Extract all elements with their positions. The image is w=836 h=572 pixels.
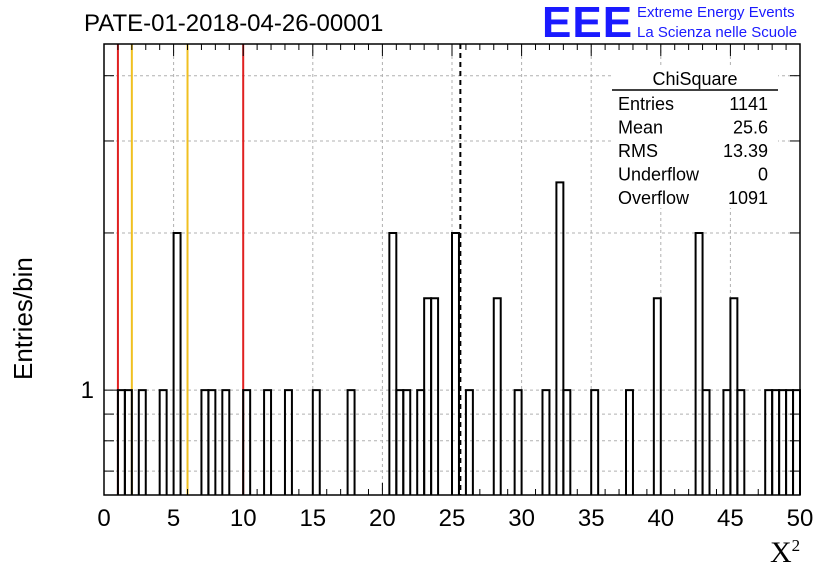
stats-row-label: Underflow [618,165,700,185]
histogram-bin [242,389,252,495]
x-tick-label: 0 [97,505,110,532]
histogram-layer [116,181,801,495]
histogram-bin [200,389,210,495]
x-tick-label: 35 [578,505,605,532]
histogram-bin [137,389,147,495]
x-axis-label-sup: 2 [791,536,801,555]
histogram-bin [311,389,321,495]
histogram-bin [652,297,662,495]
histogram-bin [701,389,711,495]
axes-layer: 0 5 10 15 20 25 30 35 40 45 50 1 [81,43,814,532]
eee-logo: EEE [542,0,634,47]
histogram-bin [792,389,801,495]
histogram-bin [430,297,440,495]
stats-row-value: 1091 [728,188,768,208]
histogram-bin [541,389,551,495]
histogram-bin [562,389,572,495]
histogram-bin [785,389,795,495]
histogram-bin [764,389,774,495]
stats-row-label: RMS [618,141,658,161]
x-tick-label: 15 [299,505,326,532]
histogram-bin [694,231,704,495]
x-tick-label: 30 [508,505,535,532]
histogram-bin [736,389,746,495]
x-tick-label: 10 [230,505,257,532]
x-tick-label: 50 [787,505,814,532]
histogram-bin [722,389,732,495]
stats-box-bg [612,68,778,208]
stats-row-label: Overflow [618,188,690,208]
chart-title: PATE-01-2018-04-26-00001 [84,10,384,37]
histogram-bin [423,297,433,495]
histogram-bin [388,231,398,495]
stats-row-value: 13.39 [723,141,768,161]
histogram-bin [555,181,565,495]
logo-line-1: Extreme Energy Events [637,4,795,21]
histogram-bin [464,389,474,495]
histogram-bin [402,389,412,495]
histogram-bin [492,297,502,495]
histogram-bin [513,389,523,495]
x-tick-label: 20 [369,505,396,532]
histogram-bin [729,297,739,495]
x-tick-label: 45 [717,505,744,532]
histogram-bin [590,389,600,495]
histogram-bin [346,389,356,495]
y-tick-label: 1 [81,377,94,404]
logo-line-2: La Scienza nelle Scuole [637,24,798,41]
histogram-bin [416,389,426,495]
x-tick-label: 40 [647,505,674,532]
histogram-bin [778,389,788,495]
x-tick-label: 25 [439,505,466,532]
reference-lines-layer [116,44,462,495]
histogram-bin [123,389,133,495]
histogram-bin [451,231,460,495]
x-axis-label: X2 [770,536,800,570]
x-tick-label: 5 [167,505,180,532]
histogram-bin [207,389,217,495]
stats-row-label: Entries [618,94,674,114]
histogram-bin [172,231,182,495]
histogram-bin [283,389,293,495]
x-axis-label-base: X [770,536,792,569]
histogram-bin [116,389,126,495]
histogram-bin [625,389,634,495]
stats-row-label: Mean [618,118,663,138]
stats-row-value: 25.6 [733,118,768,138]
stats-row-value: 1141 [729,94,768,114]
histogram-bin [263,389,273,495]
stats-row-value: 0 [758,165,768,185]
histogram-bin [158,389,168,495]
histogram-bin [221,389,231,495]
stats-box: ChiSquare Entries 1141 Mean 25.6 RMS 13.39 Unde… [612,68,778,208]
stats-box-name: ChiSquare [652,69,737,89]
histogram-bin [395,389,405,495]
histogram-bin [771,389,781,495]
